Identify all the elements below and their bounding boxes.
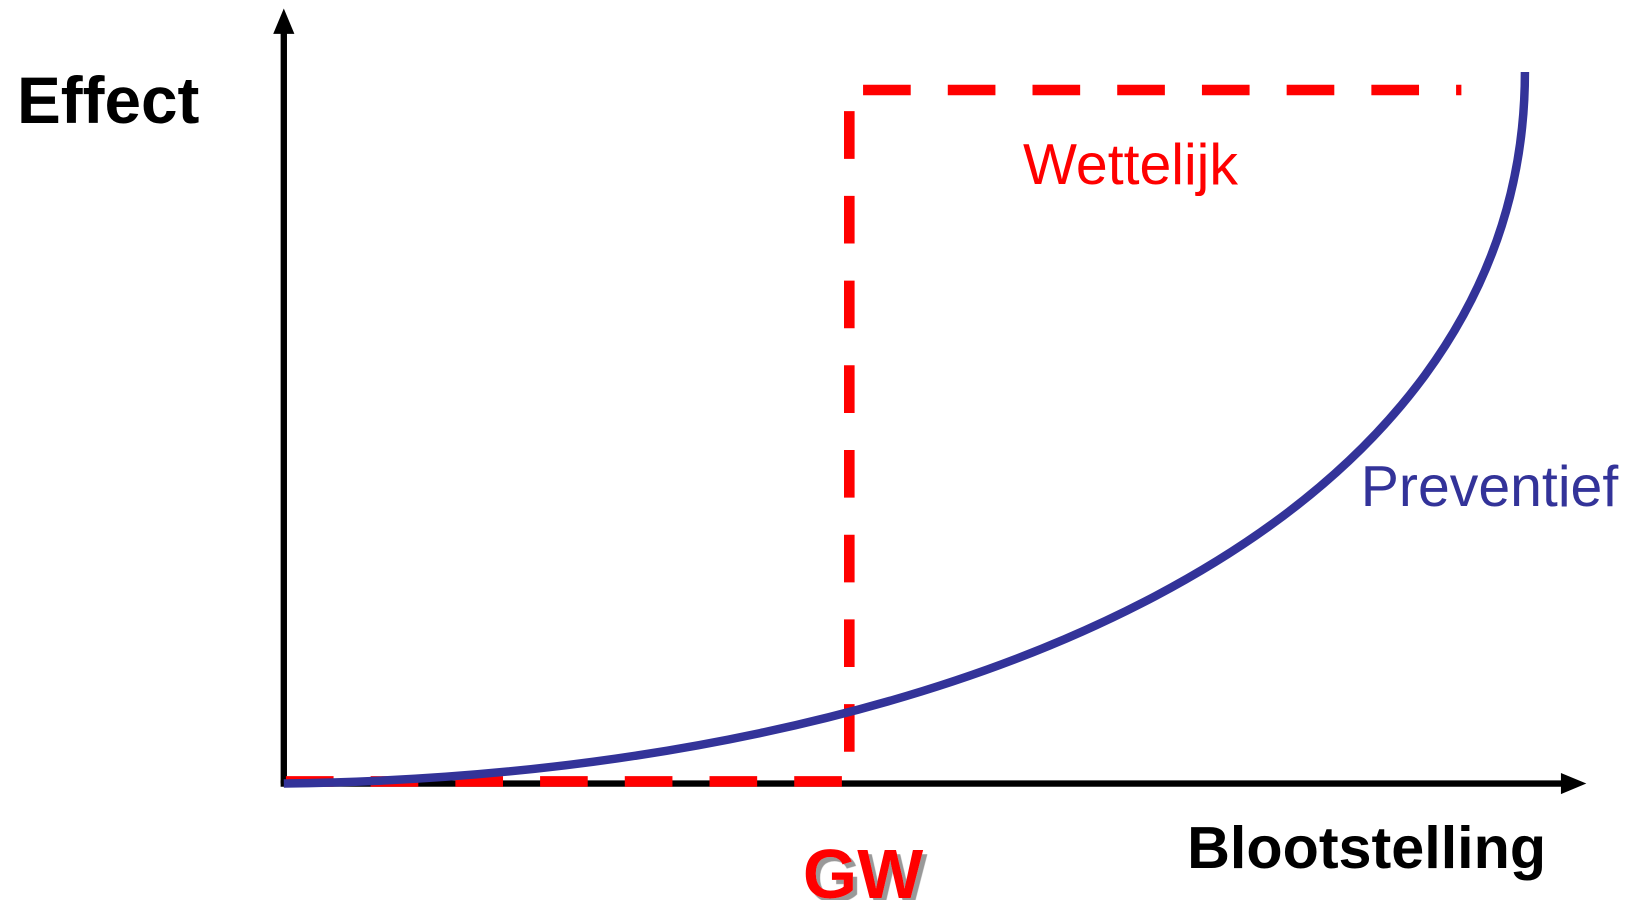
- x-axis-arrow: [1560, 772, 1587, 795]
- y-axis-arrow: [273, 8, 295, 34]
- x-axis-label: Blootstelling: [1187, 814, 1546, 881]
- preventive-label: Preventief: [1361, 455, 1619, 519]
- legal-label: Wettelijk: [1023, 133, 1238, 197]
- y-axis-label: Effect: [17, 64, 200, 137]
- preventive-curve: [283, 71, 1530, 788]
- limit-value-label: GW: [803, 835, 923, 900]
